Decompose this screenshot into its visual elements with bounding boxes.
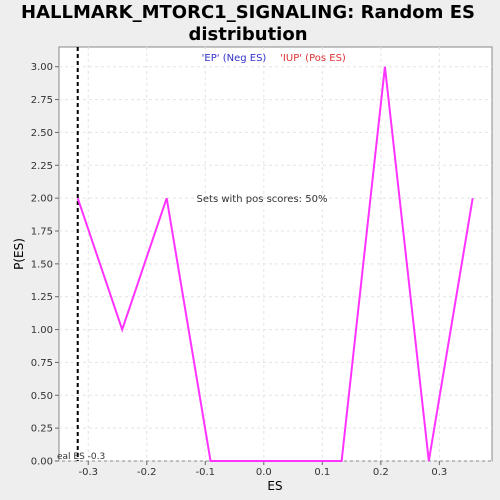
y-tick-label: 0.25 [31, 424, 53, 435]
x-tick-label: -0.2 [137, 467, 157, 478]
axis-ticks: 0.00 0.25 0.50 0.75 1.00 1.25 1.50 1.75 2.00 2.25… [31, 62, 448, 478]
y-tick-label: 0.50 [31, 391, 53, 402]
grid-lines [59, 47, 492, 462]
x-axis-label: ES [267, 479, 282, 493]
legend-pos-es: 'IUP' (Pos ES) [280, 53, 346, 64]
y-tick-label: 1.75 [31, 227, 53, 238]
x-tick-label: -0.3 [78, 467, 98, 478]
chart-title-line2: distribution [188, 24, 307, 45]
x-tick-label: 0.1 [314, 467, 330, 478]
real-es-label: eal ES -0.3 [57, 452, 105, 462]
y-axis-label: P(ES) [12, 238, 26, 270]
pos-scores-annotation: Sets with pos scores: 50% [197, 194, 328, 205]
x-tick-label: 0.3 [431, 467, 447, 478]
y-tick-label: 1.00 [31, 325, 53, 336]
x-tick-label: -0.1 [196, 467, 216, 478]
y-tick-label: 2.50 [31, 128, 53, 139]
y-tick-label: 1.50 [31, 259, 53, 270]
y-tick-label: 1.25 [31, 292, 53, 303]
legend-neg-es: 'EP' (Neg ES) [202, 53, 267, 64]
x-tick-label: 0.2 [373, 467, 389, 478]
plot-area [58, 46, 493, 462]
y-tick-label: 2.75 [31, 95, 53, 106]
y-tick-label: 2.00 [31, 194, 53, 205]
series-line [76, 66, 474, 462]
y-tick-label: 0.00 [31, 457, 53, 468]
series-group [76, 66, 474, 462]
y-tick-label: 2.25 [31, 161, 53, 172]
y-tick-label: 3.00 [31, 62, 53, 73]
chart-title-line1: HALLMARK_MTORC1_SIGNALING: Random ES [21, 2, 475, 23]
y-tick-label: 0.75 [31, 358, 53, 369]
x-tick-label: 0.0 [256, 467, 272, 478]
